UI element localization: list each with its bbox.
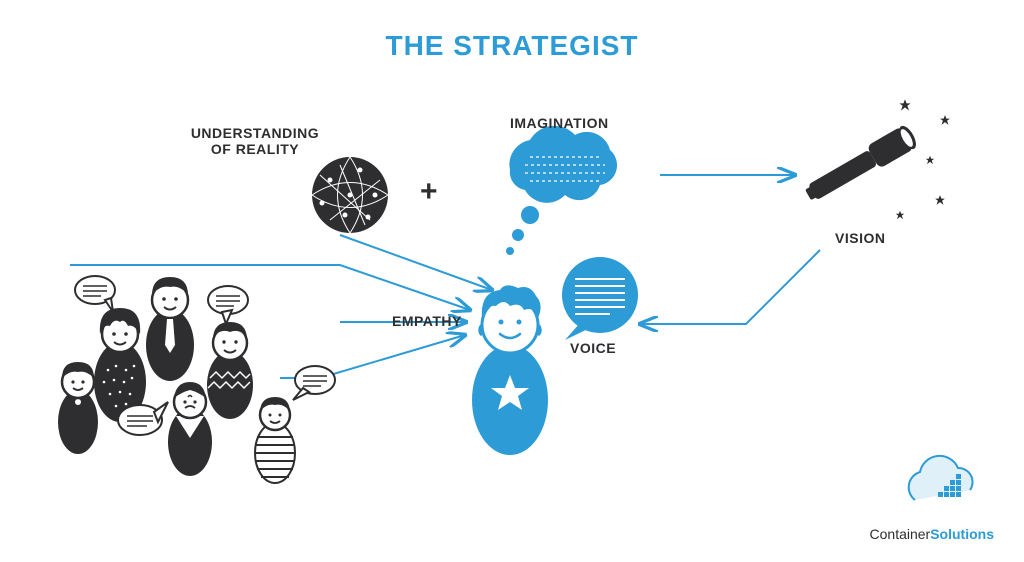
thought-cloud-icon: [506, 126, 617, 255]
logo-word-1: Container: [870, 526, 931, 542]
diagram-canvas: [0, 0, 1024, 562]
people-cluster: [58, 276, 335, 483]
label-voice: VOICE: [570, 340, 616, 356]
globe-icon: [312, 157, 388, 233]
label-vision: VISION: [835, 230, 885, 246]
brand-logo-text: ContainerSolutions: [870, 526, 994, 542]
logo-word-2: Solutions: [930, 526, 994, 542]
stars-icon: [896, 99, 950, 219]
label-understanding: UNDERSTANDING OF REALITY: [180, 125, 330, 157]
label-imagination: IMAGINATION: [510, 115, 609, 131]
strategist-icon: [472, 285, 548, 455]
brand-logo: ContainerSolutions: [870, 524, 994, 542]
speech-bubble-voice-icon: [562, 257, 638, 340]
label-understanding-l2: OF REALITY: [211, 141, 299, 157]
telescope-icon: [802, 123, 920, 206]
label-understanding-l1: UNDERSTANDING: [191, 125, 319, 141]
infographic-stage: THE STRATEGIST: [0, 0, 1024, 562]
plus-sign: +: [420, 175, 438, 209]
label-empathy: EMPATHY: [392, 313, 462, 329]
logo-icon: [909, 456, 973, 500]
